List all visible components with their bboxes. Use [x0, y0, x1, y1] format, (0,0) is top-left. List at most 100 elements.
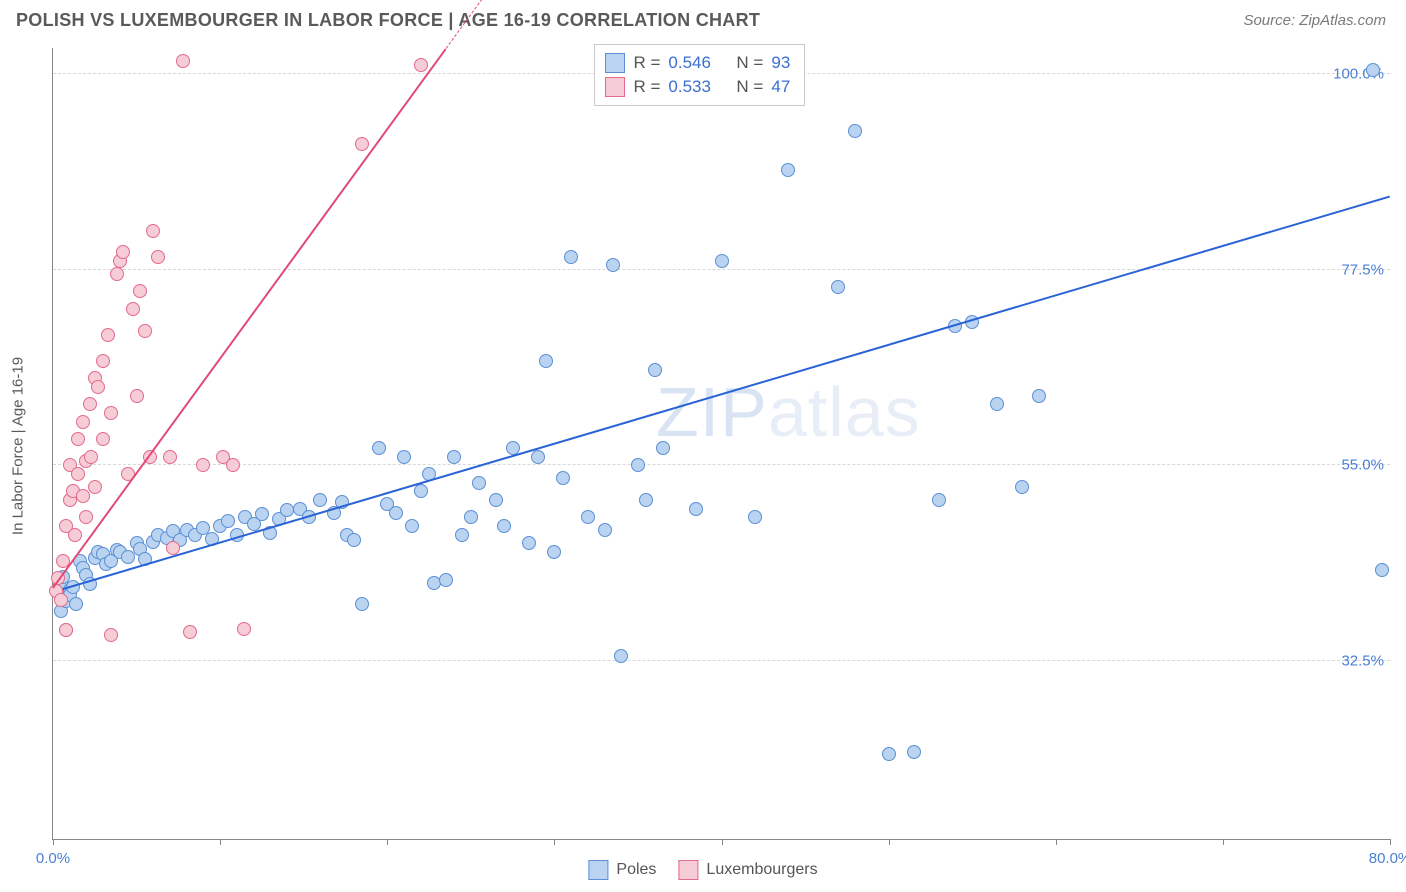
x-tick: [1390, 839, 1391, 845]
data-point: [71, 467, 85, 481]
gridline: [53, 660, 1390, 661]
data-point: [166, 541, 180, 555]
x-tick: [554, 839, 555, 845]
data-point: [347, 533, 361, 547]
data-point: [133, 284, 147, 298]
legend-item: Luxembourgers: [678, 860, 817, 880]
data-point: [280, 503, 294, 517]
y-axis-title: In Labor Force | Age 16-19: [10, 357, 27, 535]
data-point: [59, 623, 73, 637]
data-point: [639, 493, 653, 507]
data-point: [372, 441, 386, 455]
data-point: [748, 510, 762, 524]
data-point: [146, 224, 160, 238]
stat-r-label: R =: [633, 77, 660, 97]
data-point: [781, 163, 795, 177]
data-point: [656, 441, 670, 455]
data-point: [439, 573, 453, 587]
data-point: [183, 625, 197, 639]
stat-n-label: N =: [736, 53, 763, 73]
data-point: [907, 745, 921, 759]
data-point: [598, 523, 612, 537]
data-point: [116, 245, 130, 259]
stats-box: R = 0.546 N = 93R = 0.533 N = 47: [594, 44, 805, 106]
y-tick-label: 77.5%: [1341, 261, 1392, 278]
data-point: [151, 250, 165, 264]
data-point: [69, 597, 83, 611]
stat-n-label: N =: [736, 77, 763, 97]
data-point: [414, 58, 428, 72]
data-point: [226, 458, 240, 472]
data-point: [126, 302, 140, 316]
data-point: [110, 267, 124, 281]
data-point: [715, 254, 729, 268]
x-tick: [387, 839, 388, 845]
data-point: [631, 458, 645, 472]
y-tick-label: 55.0%: [1341, 457, 1392, 474]
data-point: [130, 389, 144, 403]
data-point: [68, 528, 82, 542]
data-point: [455, 528, 469, 542]
x-tick: [53, 839, 54, 845]
legend-label: Poles: [616, 861, 656, 879]
data-point: [564, 250, 578, 264]
watermark: ZIPatlas: [656, 372, 921, 452]
data-point: [196, 458, 210, 472]
data-point: [313, 493, 327, 507]
stats-row: R = 0.533 N = 47: [605, 75, 790, 99]
x-tick-label: 0.0%: [36, 850, 70, 867]
data-point: [389, 506, 403, 520]
data-point: [606, 258, 620, 272]
data-point: [355, 137, 369, 151]
data-point: [531, 450, 545, 464]
data-point: [96, 432, 110, 446]
stats-row: R = 0.546 N = 93: [605, 51, 790, 75]
data-point: [355, 597, 369, 611]
stat-r-value: 0.546: [668, 53, 711, 73]
data-point: [83, 397, 97, 411]
legend-swatch: [605, 77, 625, 97]
legend-bottom: Poles Luxembourgers: [588, 860, 817, 880]
chart-source: Source: ZipAtlas.com: [1243, 12, 1386, 29]
gridline: [53, 464, 1390, 465]
data-point: [932, 493, 946, 507]
data-point: [990, 397, 1004, 411]
data-point: [405, 519, 419, 533]
legend-swatch: [605, 53, 625, 73]
scatter-plot-area: ZIPatlas32.5%55.0%77.5%100.0%0.0%80.0%R …: [52, 48, 1390, 840]
data-point: [1015, 480, 1029, 494]
stat-n-value: 47: [771, 77, 790, 97]
y-tick-label: 32.5%: [1341, 652, 1392, 669]
data-point: [71, 432, 85, 446]
data-point: [54, 593, 68, 607]
data-point: [539, 354, 553, 368]
gridline: [53, 269, 1390, 270]
data-point: [104, 406, 118, 420]
data-point: [472, 476, 486, 490]
data-point: [464, 510, 478, 524]
data-point: [76, 415, 90, 429]
data-point: [614, 649, 628, 663]
stat-r-value: 0.533: [668, 77, 711, 97]
data-point: [689, 502, 703, 516]
data-point: [104, 628, 118, 642]
legend-swatch: [588, 860, 608, 880]
stat-n-value: 93: [771, 53, 790, 73]
x-tick-label: 80.0%: [1369, 850, 1406, 867]
x-tick: [1223, 839, 1224, 845]
x-tick: [889, 839, 890, 845]
data-point: [648, 363, 662, 377]
data-point: [497, 519, 511, 533]
data-point: [79, 510, 93, 524]
legend-swatch: [678, 860, 698, 880]
data-point: [255, 507, 269, 521]
data-point: [547, 545, 561, 559]
data-point: [489, 493, 503, 507]
data-point: [1032, 389, 1046, 403]
y-tick-label: 100.0%: [1333, 66, 1392, 83]
data-point: [1375, 563, 1389, 577]
data-point: [163, 450, 177, 464]
data-point: [397, 450, 411, 464]
data-point: [84, 450, 98, 464]
data-point: [96, 354, 110, 368]
